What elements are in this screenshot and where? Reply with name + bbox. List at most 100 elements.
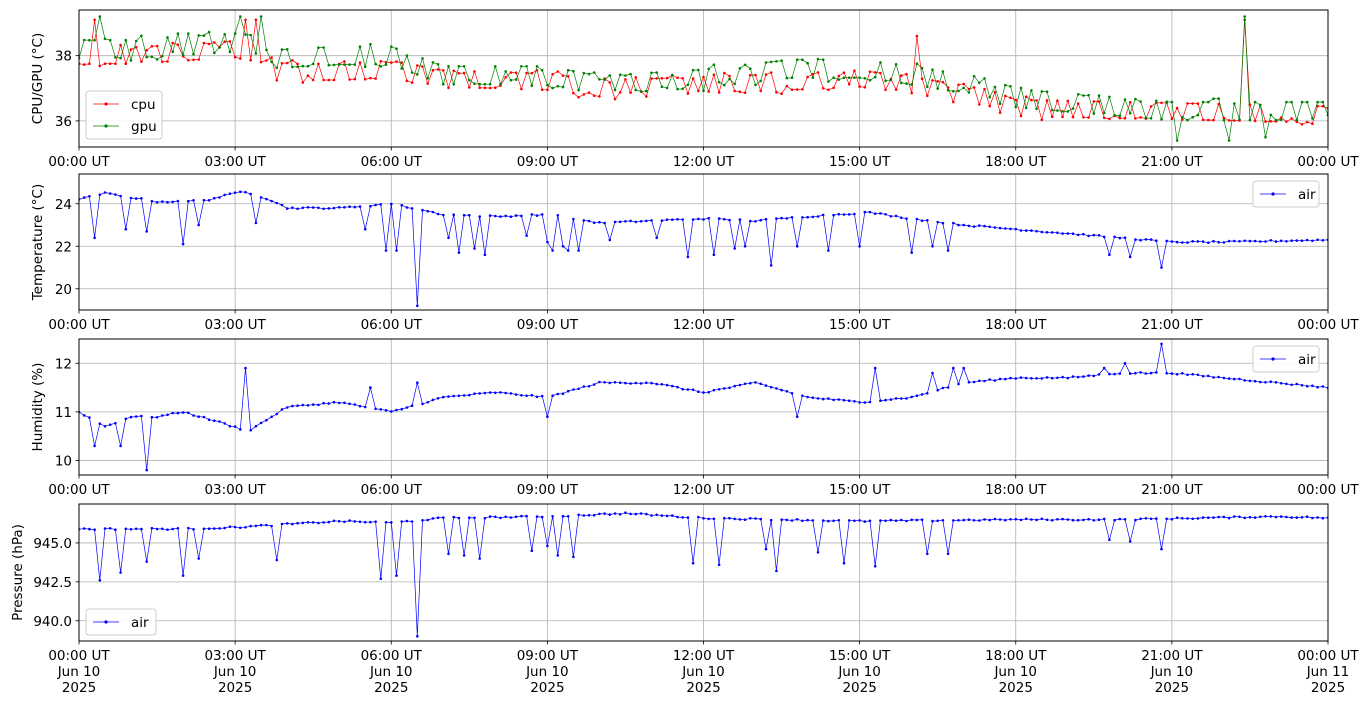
data-point [520, 65, 523, 68]
data-point [879, 399, 882, 403]
data-point [348, 63, 351, 66]
data-point [311, 403, 315, 406]
data-point [790, 88, 794, 92]
data-point [926, 94, 929, 97]
data-point [296, 521, 299, 525]
data-point [1201, 240, 1205, 243]
data-point [551, 249, 554, 252]
data-point [124, 527, 128, 531]
data-point [509, 71, 513, 74]
data-point [983, 224, 986, 228]
data-point [608, 513, 612, 516]
data-point [275, 201, 279, 205]
data-point [618, 220, 622, 224]
data-point [457, 251, 461, 254]
data-point [1030, 89, 1033, 92]
data-point [1227, 377, 1231, 380]
data-point [551, 86, 554, 90]
data-point [582, 385, 586, 388]
data-point [1087, 116, 1090, 119]
data-point [998, 111, 1002, 114]
data-point [363, 78, 367, 81]
data-point [1212, 516, 1215, 519]
data-point [322, 78, 325, 82]
data-point [457, 516, 461, 520]
data-point [197, 58, 200, 61]
data-point [431, 517, 435, 520]
data-point [1082, 116, 1085, 119]
data-point [837, 519, 841, 522]
data-point [1076, 93, 1080, 96]
data-point [327, 402, 331, 405]
data-point [462, 554, 466, 557]
data-point [738, 518, 742, 521]
data-point [514, 71, 518, 74]
data-point [889, 398, 893, 401]
data-point [535, 65, 539, 68]
data-point [119, 43, 122, 47]
data-point [634, 512, 638, 516]
data-point [1066, 232, 1070, 235]
data-point [390, 410, 393, 413]
y-tick-label: 38 [55, 49, 72, 65]
data-point [395, 574, 398, 577]
data-point [239, 57, 242, 60]
data-point [780, 388, 783, 392]
x-tick-label: 00:00 UT [48, 482, 110, 498]
data-point [98, 15, 102, 18]
data-point [291, 404, 294, 408]
data-point [353, 63, 357, 66]
y-axis-label: Pressure (hPa) [10, 524, 26, 621]
data-point [494, 391, 497, 395]
x-tick-label: 06:00 UT Jun 10 2025 [361, 648, 423, 696]
data-point [306, 64, 310, 68]
data-point [1035, 107, 1038, 111]
data-point [1155, 517, 1158, 520]
data-point [108, 62, 112, 65]
legend-marker-air [1271, 192, 1275, 196]
data-point [686, 255, 690, 259]
data-point [1045, 231, 1049, 234]
data-point [400, 520, 404, 523]
data-point [1207, 516, 1210, 519]
data-point [993, 226, 997, 229]
data-point [900, 81, 903, 85]
data-point [239, 526, 242, 530]
data-point [509, 215, 513, 218]
data-point [291, 206, 294, 209]
data-point [270, 56, 273, 59]
data-point [806, 215, 809, 219]
data-point [1040, 90, 1044, 93]
data-point [540, 68, 544, 72]
y-tick-label: 22 [55, 239, 72, 255]
data-point [686, 83, 690, 86]
data-point [145, 48, 148, 52]
data-point [1233, 102, 1236, 105]
data-point [978, 103, 981, 106]
data-point [426, 401, 430, 404]
data-point [369, 520, 372, 524]
data-point [764, 547, 768, 551]
data-point [863, 77, 867, 80]
data-point [962, 366, 965, 370]
data-point [93, 528, 96, 531]
data-point [301, 81, 305, 84]
data-point [1134, 518, 1137, 522]
data-point [910, 395, 913, 399]
data-point [863, 85, 867, 89]
data-point [598, 78, 601, 81]
data-point [915, 34, 919, 38]
data-point [639, 512, 643, 515]
data-point [624, 220, 627, 223]
data-point [936, 80, 939, 83]
data-point [634, 381, 638, 385]
data-point [749, 219, 752, 223]
x-tick-label: 06:00 UT [361, 317, 423, 333]
data-point [150, 415, 154, 419]
data-point [88, 62, 91, 65]
data-point [900, 397, 903, 400]
data-point [775, 217, 778, 220]
plot-area [79, 15, 1328, 142]
data-point [166, 60, 169, 63]
data-point [676, 87, 679, 91]
